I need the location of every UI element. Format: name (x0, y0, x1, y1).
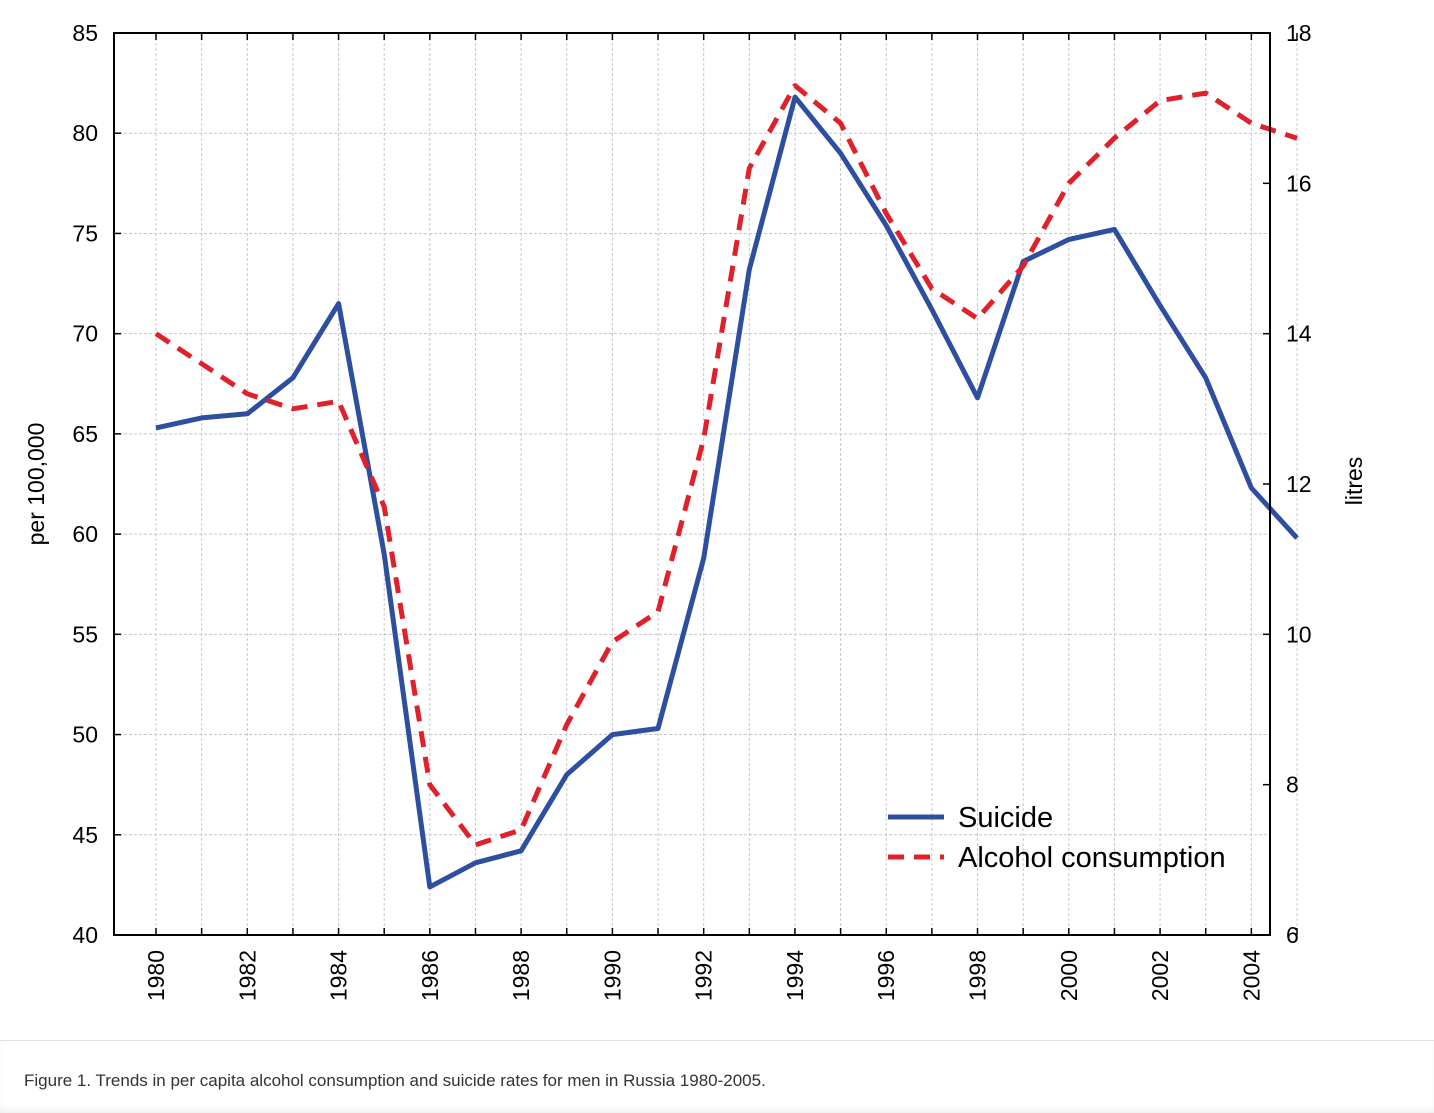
legend-label-suicide: Suicide (958, 802, 1053, 834)
y-left-tick-label: 70 (72, 321, 98, 347)
y-axis-left-label: per 100,000 (23, 423, 49, 546)
x-tick-label: 2002 (1147, 950, 1173, 1001)
x-tick-label: 2000 (1056, 950, 1082, 1001)
series-line-alcohol-consumption (156, 86, 1297, 845)
y-left-tick-label: 55 (72, 621, 98, 647)
y-left-tick-label: 45 (72, 822, 98, 848)
y-left-tick-label: 65 (72, 421, 98, 447)
gridlines (114, 33, 1297, 935)
x-tick-label: 1994 (782, 950, 808, 1001)
x-tick-label: 1992 (691, 950, 717, 1001)
y-right-tick-label: 16 (1286, 170, 1312, 196)
y-right-tick-label: 6 (1286, 922, 1299, 948)
y-right-tick-label: 12 (1286, 471, 1312, 497)
line-chart: 40 45 50 55 60 65 70 75 80 85 6 8 10 12 14 16 18 1980 1982… (0, 0, 1434, 1040)
y-right-tick-label: 10 (1286, 621, 1312, 647)
y-left-tick-label: 60 (72, 521, 98, 547)
chart-container: 40 45 50 55 60 65 70 75 80 85 6 8 10 12 14 16 18 1980 1982… (0, 0, 1434, 1040)
x-tick-label: 1996 (873, 950, 899, 1001)
y-left-tick-label: 75 (72, 220, 98, 246)
x-tick-label: 2004 (1238, 950, 1264, 1001)
y-right-tick-label: 14 (1286, 321, 1312, 347)
figure-caption: Figure 1. Trends in per capita alcohol c… (24, 1071, 766, 1091)
series-line-suicide (156, 97, 1297, 887)
y-left-tick-label: 85 (72, 20, 98, 46)
x-tick-label: 1986 (417, 950, 443, 1001)
y-left-tick-label: 80 (72, 120, 98, 146)
x-tick-label: 1980 (143, 950, 169, 1001)
legend: Suicide Alcohol consumption (888, 802, 1226, 874)
y-right-tick-label: 8 (1286, 772, 1299, 798)
y-right-tick-label: 18 (1286, 20, 1312, 46)
x-tick-label: 1988 (508, 950, 534, 1001)
x-tick-label: 1984 (326, 950, 352, 1001)
series-lines (156, 86, 1297, 887)
y-left-tick-label: 40 (72, 922, 98, 948)
axis-ticks (114, 33, 1297, 935)
caption-bar: Figure 1. Trends in per capita alcohol c… (0, 1040, 1434, 1113)
x-tick-label: 1990 (599, 950, 625, 1001)
y-axis-right-label: litres (1341, 457, 1367, 506)
legend-label-alcohol-consumption: Alcohol consumption (958, 842, 1226, 874)
x-tick-label: 1982 (234, 950, 260, 1001)
x-tick-label: 1998 (965, 950, 991, 1001)
y-left-tick-label: 50 (72, 722, 98, 748)
